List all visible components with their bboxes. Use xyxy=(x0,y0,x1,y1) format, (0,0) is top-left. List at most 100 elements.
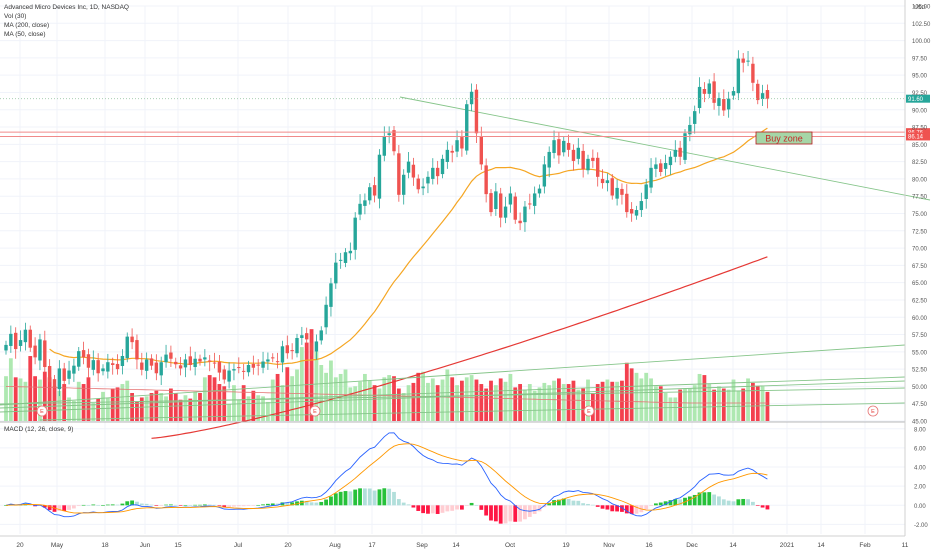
volume-bar xyxy=(387,375,392,421)
candle-body xyxy=(154,362,159,374)
macd-histogram-bar xyxy=(91,504,96,506)
macd-histogram-bar xyxy=(605,505,610,510)
candle-body xyxy=(532,193,537,206)
candle-body xyxy=(765,90,770,99)
macd-y-tick-label: 0.00 xyxy=(914,504,926,510)
candle-body xyxy=(188,356,192,365)
macd-histogram-bar xyxy=(275,503,280,506)
candle-body xyxy=(86,354,91,368)
macd-histogram-bar xyxy=(566,498,571,506)
candles xyxy=(4,50,770,397)
macd-histogram-bar xyxy=(518,505,522,522)
volume-bar xyxy=(285,367,290,421)
candle-body xyxy=(222,369,226,380)
volume-bar xyxy=(401,393,406,421)
candle-body xyxy=(625,193,629,213)
macd-y-tick-label: 8.00 xyxy=(914,427,926,433)
y-tick-label: 85.00 xyxy=(912,143,928,149)
volume-bar xyxy=(474,379,479,421)
earnings-marker-label: E xyxy=(40,409,44,415)
volume-bar xyxy=(576,389,581,421)
y-tick-label: 47.50 xyxy=(912,402,928,408)
candle-body xyxy=(280,346,285,363)
macd-histogram-bar xyxy=(401,502,406,506)
last-price-badge xyxy=(906,94,930,103)
macd-histogram-bar xyxy=(620,505,624,512)
x-tick-label: Sep xyxy=(416,542,428,549)
volume-bar xyxy=(411,382,416,421)
candle-body xyxy=(295,338,299,354)
candle-body xyxy=(125,336,129,359)
macd-histogram-bar xyxy=(207,504,212,506)
macd-y-tick-label: 2.00 xyxy=(914,485,926,491)
macd-histogram-bar xyxy=(644,505,649,510)
macd-histogram-bar xyxy=(232,505,236,507)
volume-bar xyxy=(547,385,552,421)
volume-bar xyxy=(712,389,716,421)
candle-body xyxy=(353,217,357,250)
candle-body xyxy=(494,191,498,210)
y-tick-label: 50.00 xyxy=(912,385,928,391)
macd-histogram-bar xyxy=(634,505,639,514)
candle-body xyxy=(756,83,760,101)
macd-histogram-bar xyxy=(105,504,110,506)
macd-histogram-bar xyxy=(120,503,125,506)
volume-bar xyxy=(164,396,168,421)
candle-body xyxy=(115,363,120,370)
volume-bar xyxy=(8,358,13,421)
macd-histogram-bar xyxy=(256,504,261,506)
candle-body xyxy=(697,86,702,109)
volume-bar xyxy=(697,373,702,421)
macd-histogram-bar xyxy=(489,505,493,521)
candle-body xyxy=(203,357,207,360)
macd-pane xyxy=(4,432,770,524)
buy-zone-label: Buy zone xyxy=(765,134,803,144)
volume-bar xyxy=(445,369,450,421)
volume-bar xyxy=(455,385,459,421)
volume-bar xyxy=(236,399,241,421)
volume-bar xyxy=(72,400,76,421)
y-tick-label: 57.50 xyxy=(912,333,928,339)
macd-histogram-bar xyxy=(76,505,81,507)
volume-bar xyxy=(658,386,663,421)
candle-body xyxy=(411,164,416,178)
candle-body xyxy=(208,360,212,362)
volume-bar xyxy=(23,381,28,421)
volume-bar xyxy=(125,380,130,421)
candle-body xyxy=(309,342,314,351)
volume-bar xyxy=(266,401,270,421)
candle-body xyxy=(591,157,595,161)
macd-histogram-bar xyxy=(649,505,653,506)
volume-bar xyxy=(309,329,314,421)
macd-histogram-bar xyxy=(86,505,91,506)
macd-histogram-bar xyxy=(28,504,33,506)
macd-histogram-bar xyxy=(561,498,566,506)
candle-body xyxy=(402,174,406,195)
trend-line xyxy=(0,344,906,406)
legend-vol: Vol (30) xyxy=(4,13,27,20)
macd-histogram-bar xyxy=(261,504,265,506)
x-tick-label: Jun xyxy=(140,542,151,549)
macd-histogram-bar xyxy=(746,499,750,506)
x-tick-label: 20 xyxy=(16,542,24,549)
macd-histogram-bar xyxy=(702,492,707,506)
volume-bar xyxy=(634,372,639,421)
candle-body xyxy=(305,333,309,340)
candle-body xyxy=(678,147,682,157)
volume-bar xyxy=(673,397,678,421)
legend: Advanced Micro Devices Inc, 1D, NASDAQ V… xyxy=(4,3,129,39)
macd-histogram-bar xyxy=(464,505,469,506)
macd-histogram-bar xyxy=(38,505,42,506)
candle-body xyxy=(508,193,513,205)
volume-bar xyxy=(76,381,81,421)
currency-label: USD xyxy=(914,5,926,11)
candle-body xyxy=(440,158,445,175)
candle-body xyxy=(576,147,580,159)
volume-bar xyxy=(668,397,673,421)
candle-body xyxy=(106,362,110,372)
volume-bar xyxy=(513,387,518,421)
y-tick-label: 105.00 xyxy=(912,5,931,11)
volume-bar xyxy=(746,378,750,421)
grid xyxy=(0,5,906,534)
last-price-text: 91.60 xyxy=(908,97,924,103)
